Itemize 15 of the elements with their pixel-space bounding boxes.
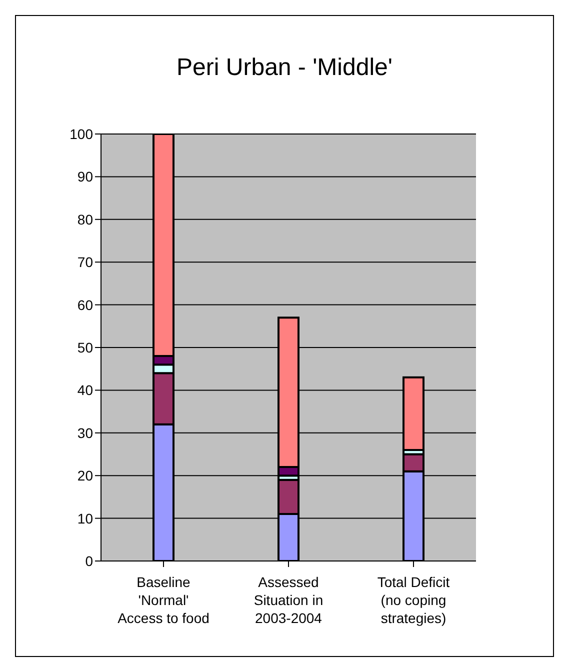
y-tick-label: 100 (70, 126, 94, 142)
y-tick-label: 50 (77, 339, 94, 356)
y-tick-label: 10 (77, 510, 94, 526)
y-tick-label: 40 (77, 382, 94, 398)
y-tick-label: 60 (77, 296, 94, 313)
x-tick-label: Total Deficit (no coping strategies) (377, 574, 450, 626)
y-tick-label: 80 (77, 211, 94, 228)
y-tick-label: 90 (77, 168, 94, 185)
x-tick-label: Baseline 'Normal' Access to food (118, 574, 210, 626)
x-tick-label: Assessed Situation in 2003-2004 (254, 574, 324, 626)
y-tick-label: 0 (85, 552, 94, 569)
y-tick-label: 30 (77, 424, 94, 441)
y-tick-label: 70 (77, 254, 94, 270)
y-tick-label: 20 (77, 468, 94, 484)
chart-title: Peri Urban - 'Middle' (176, 54, 394, 82)
